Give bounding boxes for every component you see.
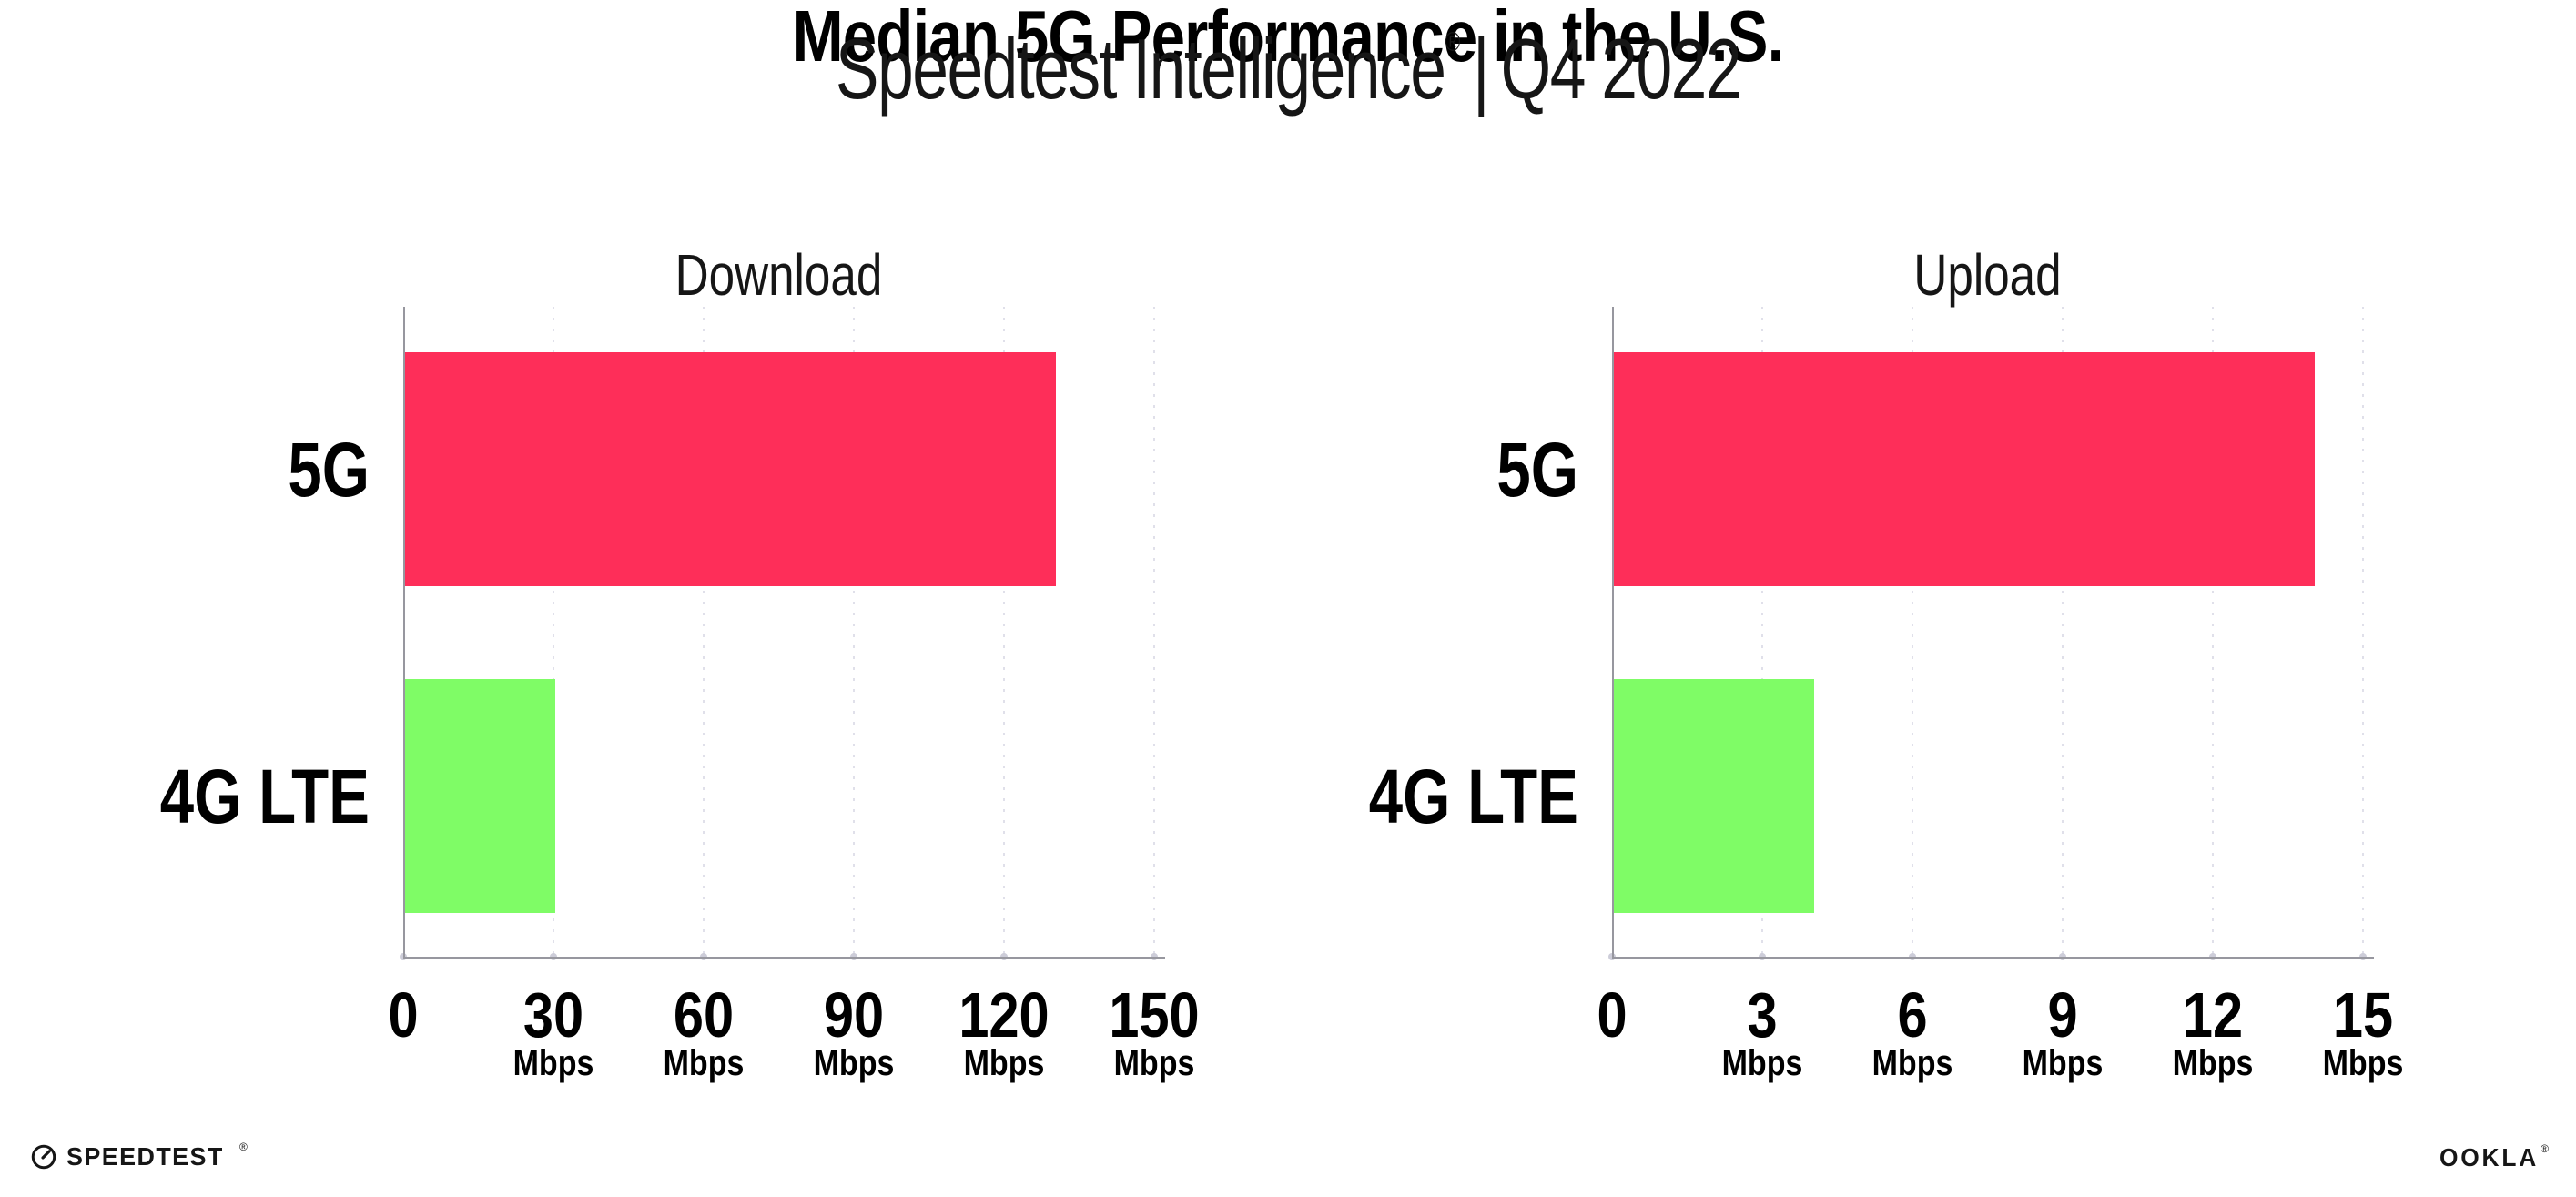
x-tick-label: 120 xyxy=(958,979,1050,1050)
x-tick-unit: Mbps xyxy=(963,1043,1045,1083)
x-tick-unit: Mbps xyxy=(2022,1043,2104,1083)
x-tick-unit: Mbps xyxy=(1871,1043,1953,1083)
chart-upload xyxy=(1608,307,2374,960)
gridline xyxy=(553,307,554,957)
gridline xyxy=(1153,307,1155,957)
x-tick-label: 12 xyxy=(2182,979,2244,1050)
x-tick-label: 90 xyxy=(823,979,885,1050)
speedtest-logo: SPEEDTEST ® xyxy=(30,1141,248,1171)
gridline xyxy=(853,307,855,957)
x-tick-unit: Mbps xyxy=(813,1043,895,1083)
y-axis xyxy=(403,307,405,959)
chart-title-download: Download xyxy=(674,242,883,308)
x-tick-unit: Mbps xyxy=(1113,1043,1195,1083)
page-subtitle: Speedtest Intelligence® | Q4 2022 xyxy=(309,0,2267,112)
gridline xyxy=(2362,307,2364,957)
x-axis xyxy=(1612,957,2374,959)
gridline xyxy=(2212,307,2214,957)
bar-download-5g xyxy=(405,352,1056,586)
bar-upload-5g xyxy=(1614,352,2315,586)
ookla-logo: OOKLA ® xyxy=(2433,1142,2549,1172)
subtitle-divider: | xyxy=(1472,21,1490,117)
gridline xyxy=(703,307,705,957)
category-label-5g: 5G xyxy=(1496,426,1578,512)
x-tick-label: 6 xyxy=(1897,979,1928,1050)
x-tick-label: 9 xyxy=(2047,979,2078,1050)
category-label-4g-lte: 4G LTE xyxy=(159,753,370,839)
y-axis xyxy=(1612,307,1614,959)
gridline xyxy=(1761,307,1763,957)
x-tick-label: 3 xyxy=(1747,979,1778,1050)
bar-upload-4g-lte xyxy=(1614,679,1814,913)
x-tick-label: 150 xyxy=(1109,979,1200,1050)
subtitle-product: Speedtest Intelligence xyxy=(835,21,1446,117)
speedtest-trademark-icon: ® xyxy=(238,1141,248,1153)
ookla-trademark-icon: ® xyxy=(2541,1142,2549,1155)
registered-trademark-icon: ® xyxy=(1445,27,1461,57)
x-tick-label: 15 xyxy=(2332,979,2394,1050)
ookla-logo-text: OOKLA xyxy=(2439,1143,2540,1172)
subtitle-period: Q4 2022 xyxy=(1500,21,1742,117)
speedtest-logo-text: SPEEDTEST xyxy=(66,1142,224,1171)
x-tick-unit: Mbps xyxy=(1721,1043,1803,1083)
x-tick-label: 60 xyxy=(673,979,735,1050)
chart-download xyxy=(400,307,1165,960)
chart-title-upload: Upload xyxy=(1913,242,2062,308)
x-tick-label: 0 xyxy=(1597,979,1628,1050)
x-tick-label: 30 xyxy=(522,979,584,1050)
category-label-4g-lte: 4G LTE xyxy=(1368,753,1578,839)
category-label-5g: 5G xyxy=(288,426,370,512)
gridline xyxy=(2062,307,2064,957)
x-tick-unit: Mbps xyxy=(2172,1043,2254,1083)
x-tick-unit: Mbps xyxy=(512,1043,594,1083)
gridline xyxy=(1912,307,1913,957)
gridline xyxy=(1003,307,1005,957)
x-tick-label: 0 xyxy=(388,979,419,1050)
x-tick-unit: Mbps xyxy=(2322,1043,2404,1083)
page-title: Median 5G Performance in the U.S. xyxy=(792,0,1785,76)
x-axis xyxy=(403,957,1165,959)
speedtest-gauge-icon xyxy=(31,1144,56,1170)
x-tick-unit: Mbps xyxy=(663,1043,745,1083)
bar-download-4g-lte xyxy=(405,679,555,913)
